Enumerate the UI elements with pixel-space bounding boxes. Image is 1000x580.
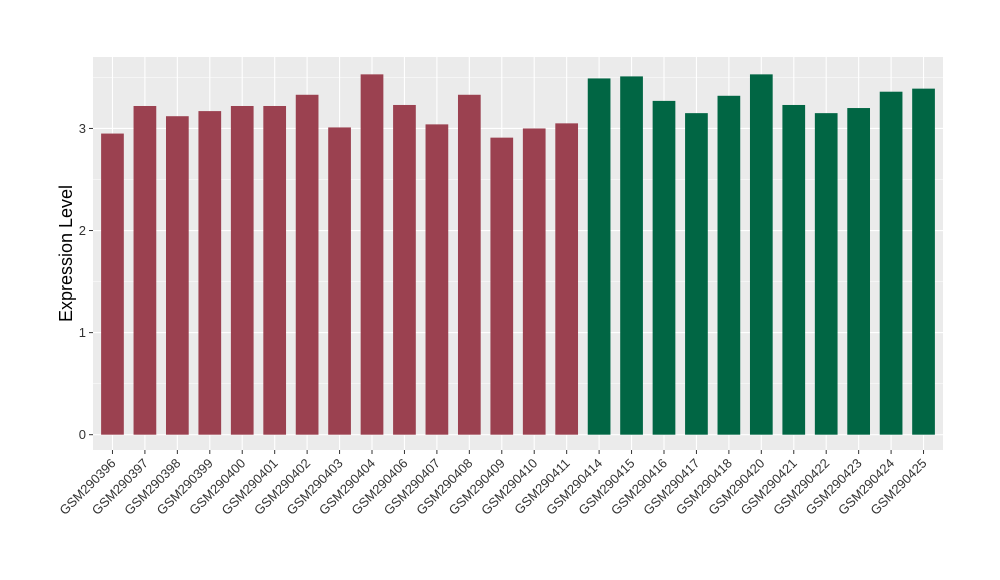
bar	[393, 104, 416, 435]
bar	[295, 94, 319, 435]
y-axis: 0 1 2 3	[79, 121, 93, 442]
y-tick-label: 0	[79, 427, 86, 442]
bar	[133, 105, 157, 435]
bar	[328, 127, 351, 435]
bar	[165, 116, 189, 435]
y-tick-label: 3	[79, 121, 86, 136]
bar	[360, 74, 384, 435]
y-tick-label: 1	[79, 325, 86, 340]
bar	[230, 105, 254, 435]
bar	[782, 104, 806, 435]
bar	[814, 113, 838, 435]
x-axis: GSM290396GSM290397GSM290398GSM290399GSM2…	[56, 450, 930, 518]
y-axis-title: Expression Level	[56, 185, 76, 322]
bar	[457, 94, 481, 435]
bar	[652, 100, 676, 435]
bar	[555, 123, 579, 435]
bar	[101, 133, 124, 435]
bar	[263, 105, 287, 435]
y-tick-label: 2	[79, 223, 86, 238]
bar	[490, 137, 514, 435]
bar	[685, 113, 708, 435]
bar	[425, 124, 449, 435]
bar	[749, 74, 773, 435]
bars	[101, 74, 935, 435]
bar	[717, 95, 741, 435]
bar	[879, 91, 903, 435]
bar	[847, 108, 871, 435]
bar	[522, 128, 546, 435]
bar	[912, 88, 935, 435]
bar	[587, 78, 611, 435]
bar	[620, 76, 643, 435]
bar	[198, 111, 222, 435]
